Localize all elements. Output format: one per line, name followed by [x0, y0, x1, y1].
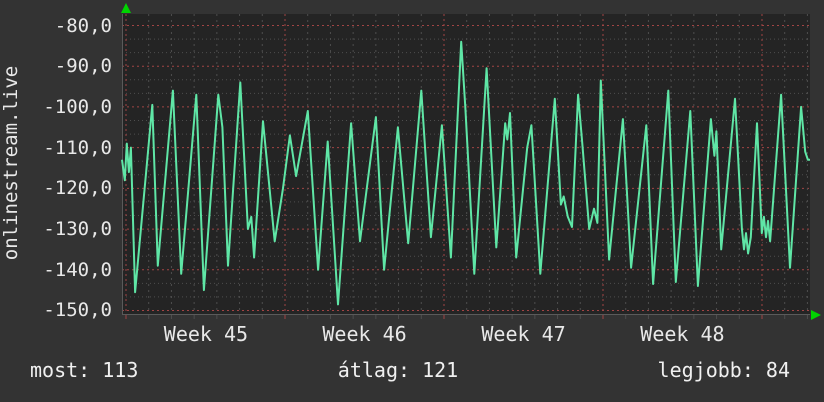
- y-tick-label: -140,0: [43, 258, 112, 281]
- x-tick-label: Week 46: [322, 322, 407, 346]
- stat-current: most: 113: [30, 358, 139, 382]
- signal-line: [121, 40, 810, 306]
- x-tick-label: Week 47: [481, 322, 566, 346]
- signal-chart-svg: [121, 14, 810, 319]
- stat-best: legjobb: 84: [657, 358, 790, 382]
- y-axis-arrow-icon: [121, 3, 131, 13]
- y-tick-label: -100,0: [43, 95, 112, 118]
- y-tick-label: -150,0: [43, 299, 112, 322]
- x-tick-label: Week 48: [640, 322, 725, 346]
- y-tick-label: -130,0: [43, 218, 112, 241]
- plot-area: [122, 14, 810, 315]
- y-tick-label: -110,0: [43, 136, 112, 159]
- x-axis-arrow-icon: [811, 310, 821, 320]
- y-tick-label: -120,0: [43, 177, 112, 200]
- y-tick-label: -90,0: [54, 55, 112, 78]
- stat-average: átlag: 121: [337, 358, 459, 382]
- x-tick-label: Week 45: [163, 322, 249, 346]
- y-tick-label: -80,0: [54, 14, 112, 37]
